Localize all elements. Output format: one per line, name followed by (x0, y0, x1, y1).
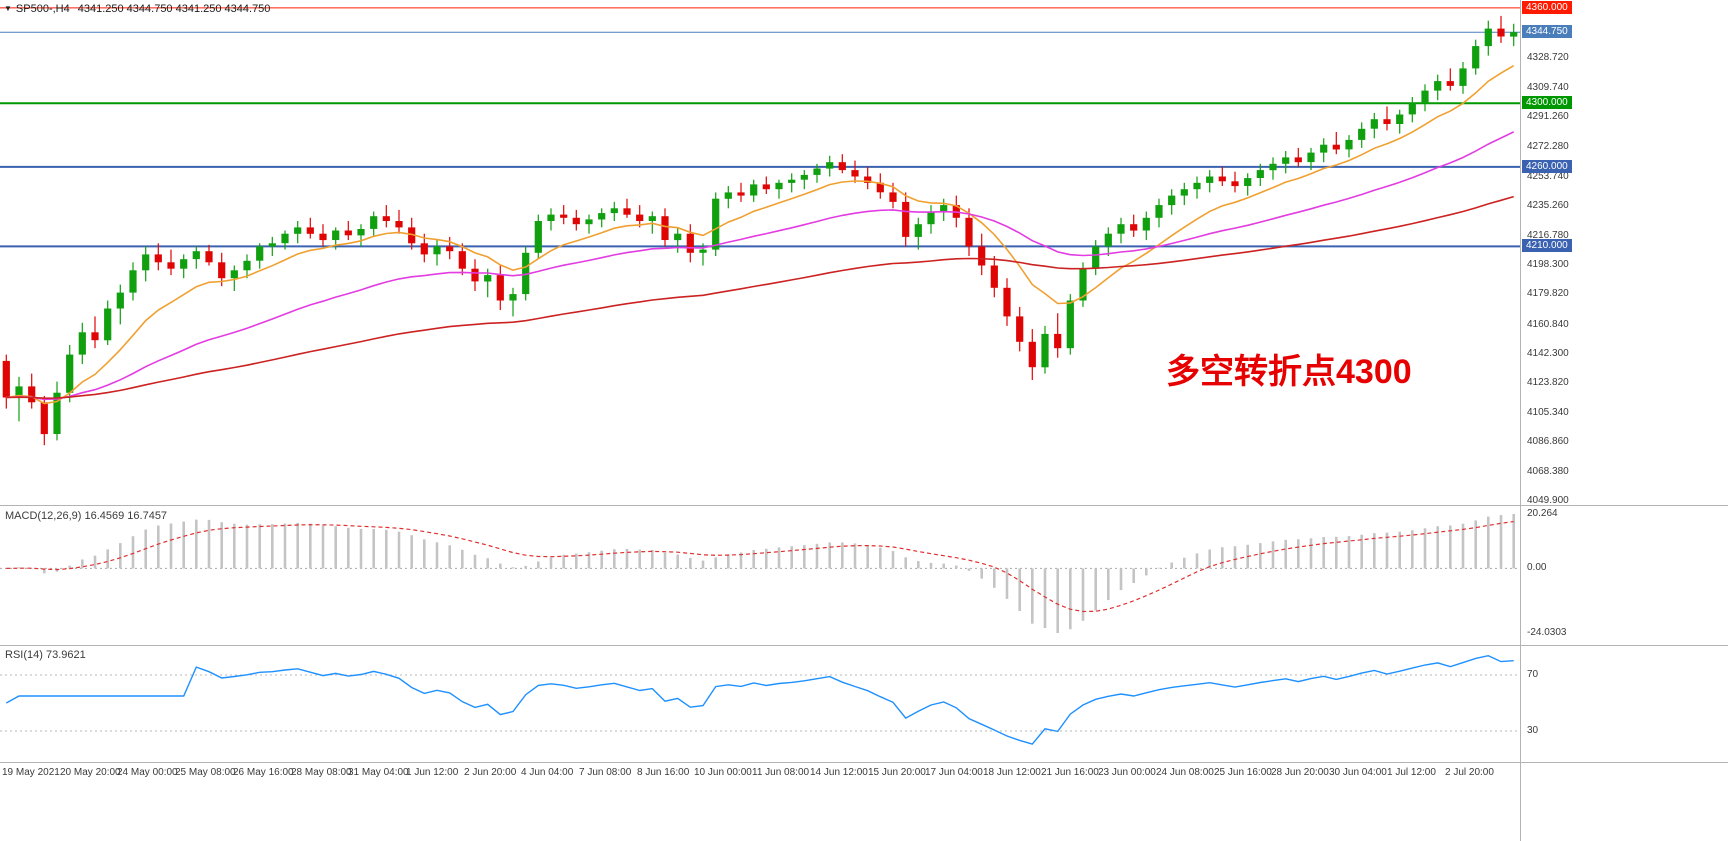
macd-panel[interactable] (0, 506, 1520, 645)
price-level-tag: 4360.000 (1522, 1, 1572, 14)
rsi-panel[interactable] (0, 646, 1520, 762)
panel-divider (0, 645, 1728, 646)
price-level-tag: 4210.000 (1522, 239, 1572, 252)
price-axis[interactable]: 4328.720 4309.740 4291.260 4272.280 4253.740… (1520, 0, 1728, 841)
panel-divider (0, 505, 1728, 506)
time-axis[interactable]: 19 May 2021 20 May 20:00 24 May 00:00 25 Ma… (0, 763, 1520, 785)
time-axis-label: 20 May 20:00 (60, 767, 121, 778)
price-axis-label: 4309.740 (1527, 82, 1569, 93)
rsi-axis-label: 30 (1527, 725, 1539, 736)
time-axis-label: 2 Jun 20:00 (464, 767, 517, 778)
price-axis-label: 4198.300 (1527, 259, 1569, 270)
price-axis-label: 4105.340 (1527, 407, 1569, 418)
time-axis-label: 31 May 04:00 (348, 767, 409, 778)
ohlc-values: 4341.250 4344.750 4341.250 4344.750 (77, 3, 271, 15)
time-axis-label: 28 May 08:00 (291, 767, 352, 778)
macd-indicator-label: MACD(12,26,9) 16.4569 16.7457 (5, 510, 168, 522)
macd-axis-label: 20.264 (1527, 508, 1558, 519)
price-axis-label: 4272.280 (1527, 141, 1569, 152)
time-axis-label: 19 May 2021 (2, 767, 60, 778)
price-axis-label: 4291.260 (1527, 111, 1569, 122)
price-axis-label: 4142.300 (1527, 348, 1569, 359)
time-axis-label: 30 Jun 04:00 (1329, 767, 1387, 778)
panel-divider (0, 762, 1728, 763)
price-axis-label: 4235.260 (1527, 200, 1569, 211)
macd-axis-label: 0.00 (1527, 562, 1547, 573)
main-price-chart[interactable] (0, 0, 1520, 505)
chart-header: ▼ SP500-,H4 4341.250 4344.750 4341.250 434… (4, 3, 270, 15)
time-axis-label: 4 Jun 04:00 (521, 767, 574, 778)
time-axis-label: 25 Jun 16:00 (1214, 767, 1272, 778)
rsi-canvas (0, 654, 1520, 745)
price-axis-label: 4216.780 (1527, 230, 1569, 241)
time-axis-label: 1 Jul 12:00 (1387, 767, 1436, 778)
time-axis-label: 28 Jun 20:00 (1271, 767, 1329, 778)
price-axis-label: 4049.900 (1527, 495, 1569, 506)
chart-annotation-text[interactable]: 多空转折点4300 (1166, 353, 1412, 391)
symbol-timeframe-label: SP500-,H4 (15, 3, 70, 15)
price-level-tag: 4260.000 (1522, 160, 1572, 173)
candlestick-canvas (0, 7, 1520, 446)
time-axis-label: 1 Jun 12:00 (406, 767, 459, 778)
price-axis-label: 4123.820 (1527, 377, 1569, 388)
time-axis-label: 2 Jul 20:00 (1445, 767, 1494, 778)
time-axis-label: 24 Jun 08:00 (1156, 767, 1214, 778)
time-axis-label: 17 Jun 04:00 (925, 767, 983, 778)
rsi-indicator-label: RSI(14) 73.9621 (5, 649, 86, 661)
price-axis-label: 4160.840 (1527, 319, 1569, 330)
price-axis-label: 4068.380 (1527, 466, 1569, 477)
time-axis-label: 25 May 08:00 (175, 767, 236, 778)
price-axis-label: 4253.740 (1527, 171, 1569, 182)
time-axis-label: 11 Jun 08:00 (752, 767, 810, 778)
symbol-dropdown-icon[interactable]: ▼ (4, 4, 12, 13)
price-level-tag: 4300.000 (1522, 96, 1572, 109)
time-axis-label: 15 Jun 20:00 (868, 767, 926, 778)
price-axis-label: 4179.820 (1527, 288, 1569, 299)
macd-axis-label: -24.0303 (1527, 627, 1567, 638)
time-axis-label: 14 Jun 12:00 (810, 767, 868, 778)
price-level-tag: 4344.750 (1522, 25, 1572, 38)
time-axis-label: 26 May 16:00 (233, 767, 294, 778)
rsi-axis-label: 70 (1527, 669, 1539, 680)
macd-canvas (0, 514, 1520, 633)
time-axis-label: 8 Jun 16:00 (637, 767, 690, 778)
price-axis-label: 4086.860 (1527, 436, 1569, 447)
time-axis-label: 7 Jun 08:00 (579, 767, 632, 778)
time-axis-label: 18 Jun 12:00 (983, 767, 1041, 778)
time-axis-label: 21 Jun 16:00 (1041, 767, 1099, 778)
time-axis-label: 24 May 00:00 (117, 767, 178, 778)
price-axis-label: 4328.720 (1527, 52, 1569, 63)
time-axis-label: 10 Jun 00:00 (694, 767, 752, 778)
time-axis-label: 23 Jun 00:00 (1098, 767, 1156, 778)
